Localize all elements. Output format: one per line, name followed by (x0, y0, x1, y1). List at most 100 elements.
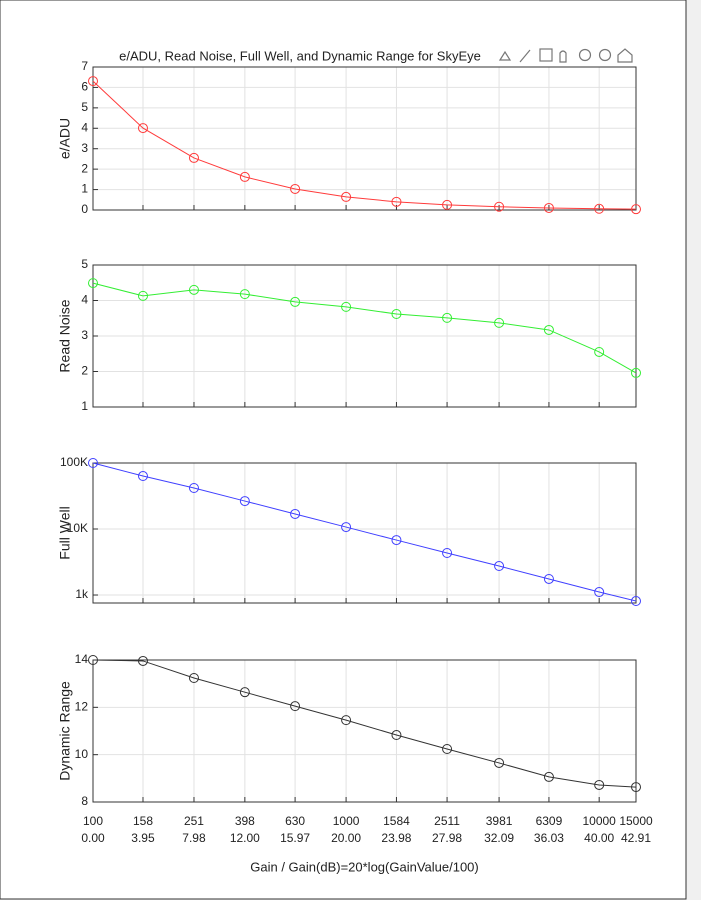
data-point (543, 324, 554, 335)
x-tick-sublabel: 40.00 (584, 831, 614, 845)
x-tick-sublabel: 42.91 (621, 831, 651, 845)
datatip-icon[interactable] (539, 48, 553, 62)
y-tick-label: 10K (67, 521, 88, 535)
x-tick-label: 6309 (536, 814, 563, 828)
y-tick-label: 1 (81, 399, 88, 413)
data-point (391, 196, 402, 207)
plot-area (93, 463, 636, 603)
data-point (494, 561, 505, 572)
y-tick-label: 4 (81, 120, 88, 134)
y-tick-label: 2 (81, 364, 88, 378)
y-tick-label: 1 (81, 182, 88, 196)
plot-area (93, 660, 636, 802)
x-tick-label: 1584 (383, 814, 410, 828)
plot-area (93, 67, 636, 210)
data-point (290, 296, 301, 307)
data-point (239, 687, 250, 698)
data-point (391, 730, 402, 741)
data-point (188, 152, 199, 163)
data-point (543, 202, 554, 213)
x-tick-sublabel: 0.00 (81, 831, 105, 845)
plot-frame (92, 659, 637, 803)
toolbar[interactable] (497, 48, 633, 63)
data-point (594, 779, 605, 790)
data-point (391, 535, 402, 546)
data-point (442, 312, 453, 323)
x-tick-label: 15000 (619, 814, 653, 828)
data-point (188, 284, 199, 295)
zoom-in-icon[interactable] (578, 48, 592, 62)
y-tick-label: 5 (81, 100, 88, 114)
data-point (631, 596, 641, 607)
data-line (92, 462, 637, 602)
y-tick-label: 1k (75, 587, 89, 601)
x-axis-label: Gain / Gain(dB)=20*log(GainValue/100) (250, 859, 478, 874)
x-tick-sublabel: 20.00 (331, 831, 361, 845)
data-point (88, 458, 98, 468)
x-tick-label: 3981 (486, 814, 513, 828)
y-tick-label: 4 (81, 293, 88, 307)
x-tick-sublabel: 23.98 (381, 831, 411, 845)
export-icon[interactable] (498, 50, 512, 61)
x-tick-label: 10000 (582, 814, 616, 828)
y-tick-label: 14 (75, 652, 89, 666)
data-point (494, 201, 505, 212)
y-tick-label: 5 (81, 257, 88, 271)
plot-frame (92, 66, 637, 211)
data-point (442, 743, 453, 754)
pan-icon[interactable] (559, 50, 567, 63)
brush-icon[interactable] (519, 49, 531, 63)
x-tick-sublabel: 12.00 (230, 831, 260, 845)
data-point (88, 278, 98, 289)
y-tick-label: 12 (75, 700, 89, 714)
data-line (92, 659, 637, 788)
data-point (137, 655, 148, 666)
data-point (188, 672, 199, 683)
x-tick-sublabel: 36.03 (534, 831, 564, 845)
y-tick-label: 0 (81, 202, 88, 216)
y-tick-label: 10 (75, 747, 89, 761)
data-point (442, 199, 453, 210)
chart-title: e/ADU, Read Noise, Full Well, and Dynami… (119, 48, 481, 63)
x-tick-label: 630 (285, 814, 305, 828)
data-point (239, 171, 250, 182)
zoom-out-icon[interactable] (598, 48, 612, 62)
data-point (341, 522, 352, 533)
y-tick-label: 100K (60, 455, 88, 469)
y-tick-label: 2 (81, 161, 88, 175)
data-point (494, 757, 505, 768)
data-point (137, 290, 148, 301)
y-tick-label: 3 (81, 141, 88, 155)
data-point (543, 573, 554, 584)
data-point (239, 289, 250, 300)
data-point (631, 367, 641, 378)
data-point (341, 715, 352, 726)
data-point (594, 587, 605, 598)
data-point (341, 301, 352, 312)
data-line (92, 282, 637, 374)
data-point (137, 471, 148, 482)
x-tick-sublabel: 15.97 (280, 831, 310, 845)
data-point (137, 123, 148, 134)
data-point (188, 483, 199, 494)
x-tick-sublabel: 7.98 (182, 831, 206, 845)
data-point (88, 76, 98, 87)
y-axis-label: Read Noise (57, 299, 73, 372)
data-point (543, 771, 554, 782)
data-point (88, 655, 98, 665)
data-point (391, 308, 402, 319)
x-tick-label: 158 (133, 814, 153, 828)
x-tick-sublabel: 3.95 (131, 831, 155, 845)
y-axis-label: e/ADU (57, 118, 73, 159)
y-tick-label: 6 (81, 80, 88, 94)
data-line (92, 80, 637, 210)
home-icon[interactable] (617, 48, 633, 63)
x-tick-sublabel: 32.09 (484, 831, 514, 845)
data-point (290, 508, 301, 519)
data-point (494, 317, 505, 328)
y-axis-label: Full Well (57, 506, 73, 559)
y-axis-label: Dynamic Range (57, 681, 73, 781)
data-point (594, 203, 605, 214)
plot-frame (92, 264, 637, 408)
